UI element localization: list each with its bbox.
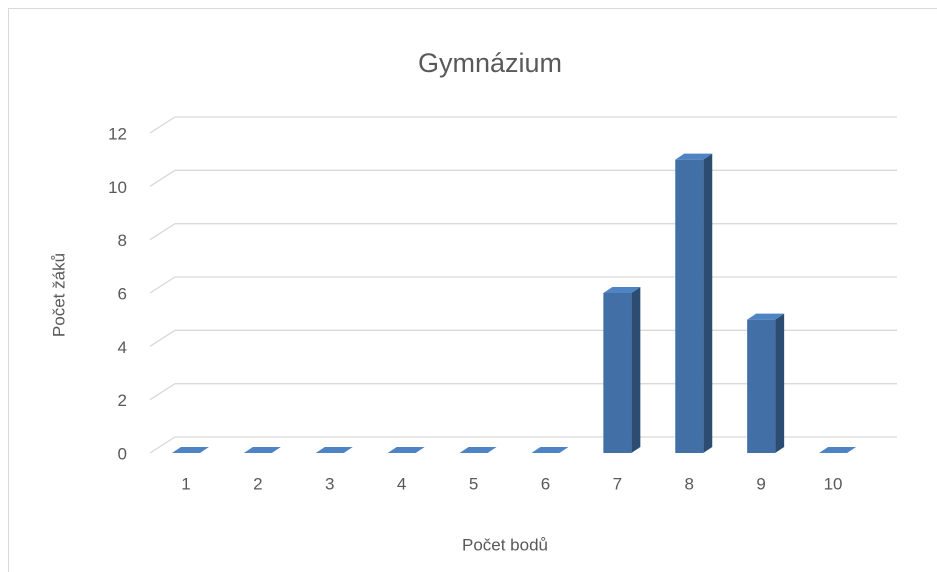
bar-top — [171, 447, 209, 453]
bar-top — [387, 447, 425, 453]
y-tick-label: 12 — [108, 124, 127, 143]
x-tick-label: 10 — [824, 474, 843, 493]
x-tick-label: 2 — [253, 474, 262, 493]
bar-top — [531, 447, 569, 453]
x-tick-label: 9 — [756, 474, 765, 493]
x-axis-title: Počet bodů — [462, 535, 548, 554]
bar-top — [819, 447, 857, 453]
y-axis-title: Počet žáků — [49, 253, 68, 337]
grid-line — [149, 276, 897, 294]
bar-top — [675, 153, 713, 160]
chart-title: Gymnázium — [418, 48, 562, 78]
x-tick-label: 8 — [685, 474, 694, 493]
y-tick-label: 0 — [118, 444, 127, 463]
x-tick-label: 3 — [325, 474, 334, 493]
x-tick-label: 5 — [469, 474, 478, 493]
x-tick-label: 7 — [613, 474, 622, 493]
y-tick-label: 4 — [118, 338, 127, 357]
y-tick-label: 6 — [118, 284, 127, 303]
x-tick-label: 6 — [541, 474, 550, 493]
bar-side — [703, 153, 713, 453]
bar-side — [775, 313, 785, 453]
bar — [675, 159, 704, 453]
bar — [603, 293, 632, 453]
bar-top — [459, 447, 497, 453]
grid-line — [149, 329, 897, 347]
y-tick-label: 8 — [118, 231, 127, 250]
x-tick-label: 4 — [397, 474, 406, 493]
bar-top — [747, 313, 785, 320]
grid-line — [149, 169, 897, 187]
x-tick-label: 1 — [181, 474, 190, 493]
y-tick-label: 2 — [118, 391, 127, 410]
bar-top — [315, 447, 353, 453]
chart-border — [8, 8, 937, 572]
grid-line — [149, 383, 897, 401]
bar-side — [631, 287, 641, 453]
bar-top — [603, 287, 641, 293]
bar — [747, 319, 776, 453]
grid-line — [149, 223, 897, 241]
bar-top — [243, 447, 281, 453]
grid-line — [149, 436, 897, 454]
grid-line — [149, 116, 897, 134]
y-tick-label: 10 — [108, 178, 127, 197]
